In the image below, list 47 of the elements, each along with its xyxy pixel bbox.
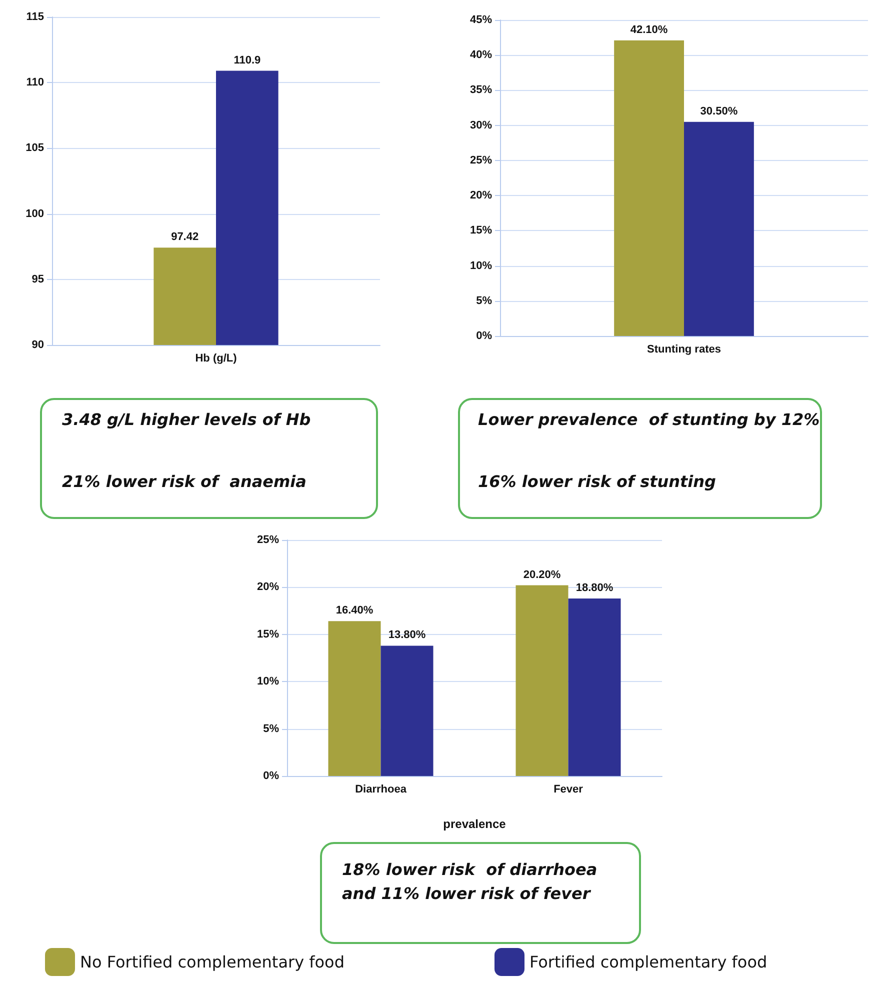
data-label: 20.20% [523, 568, 561, 581]
y-tick-label: 45% [470, 14, 492, 26]
legend-label: Fortified complementary food [529, 952, 768, 972]
bar [380, 646, 434, 776]
data-label: 30.50% [700, 105, 738, 118]
bar [568, 598, 621, 776]
y-tick-label: 15% [256, 628, 280, 640]
y-tick-label: 115 [26, 11, 44, 23]
y-tick-label: 40% [470, 49, 492, 62]
data-label: 16.40% [336, 604, 374, 617]
y-tick-label: 105 [26, 142, 44, 154]
data-label: 110.9 [234, 54, 261, 66]
y-tick-label: 20% [256, 581, 280, 594]
y-tick-label: 10% [470, 260, 492, 272]
y-tick-label: 20% [470, 190, 492, 202]
y-tick-label: 110 [26, 76, 44, 89]
y-tick-label: 25% [256, 534, 280, 546]
text: and 11% lower risk of fever [342, 884, 590, 904]
y-tick-label: 0% [476, 330, 492, 342]
x-tick-label: Hb (g/L) [195, 352, 238, 364]
x-tick-label: Fever [554, 784, 584, 796]
x-tick-label: Diarrhoea [355, 784, 408, 796]
y-tick-label: 95 [32, 273, 44, 286]
data-label: 18.80% [576, 582, 614, 594]
y-tick-label: 100 [26, 208, 44, 220]
bar [516, 585, 568, 776]
y-tick-label: 5% [263, 722, 280, 735]
y-tick-label: 15% [470, 224, 492, 237]
y-tick-label: 25% [470, 154, 492, 166]
text: 18% lower risk of diarrhoea [342, 860, 598, 880]
y-tick-label: 5% [476, 294, 492, 307]
text: 3.48 g/L higher levels of Hb [62, 410, 311, 430]
x-axis-title: prevalence [443, 817, 506, 831]
text: Lower prevalence of stunting by 12% [478, 410, 820, 430]
text: 21% lower risk of anaemia [62, 472, 306, 492]
y-tick-label: 30% [470, 119, 492, 132]
y-tick-label: 35% [470, 84, 492, 96]
data-label: 13.80% [388, 629, 426, 642]
text: 16% lower risk of stunting [478, 472, 716, 492]
data-label: 97.42 [171, 231, 199, 244]
legend-label: No Fortified complementary food [80, 952, 344, 972]
y-tick-label: 90 [32, 339, 44, 351]
x-tick-label: Stunting rates [647, 344, 721, 356]
y-tick-label: 10% [256, 676, 280, 688]
y-tick-label: 0% [263, 770, 280, 782]
data-label: 42.10% [630, 24, 668, 36]
bar [328, 621, 381, 776]
